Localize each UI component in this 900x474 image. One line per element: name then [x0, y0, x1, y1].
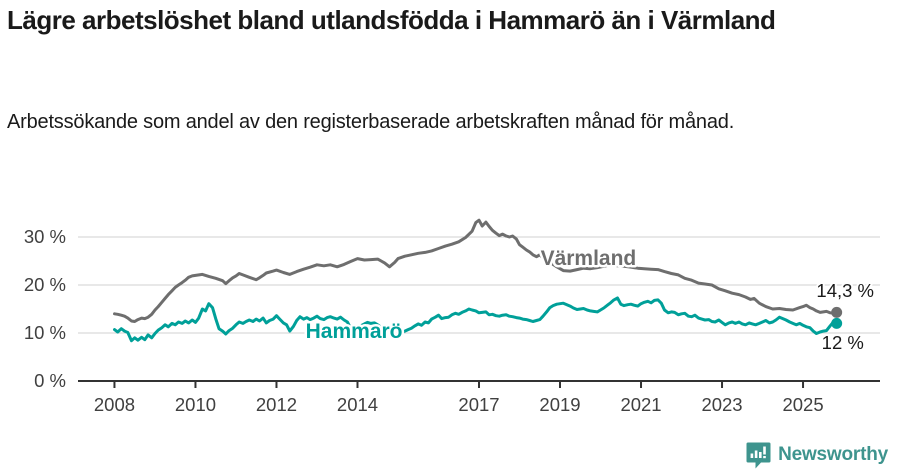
x-tick-label: 2017: [458, 394, 499, 415]
series-label-vrmland: Värmland: [541, 247, 637, 270]
end-value-label-vrmland: 14,3 %: [816, 280, 874, 301]
page-title: Lägre arbetslöshet bland utlandsfödda i …: [7, 5, 776, 35]
bar-chart-speech-bubble-icon: [746, 442, 771, 468]
x-tick-label: 2023: [701, 394, 742, 415]
end-value-label-hammar: 12 %: [822, 332, 864, 353]
series-line-hammar: [113, 296, 839, 343]
x-tick-label: 2019: [539, 394, 580, 415]
newsworthy-logo: Newsworthy: [746, 441, 888, 469]
y-tick-label: 0 %: [34, 370, 66, 391]
x-tick-label: 2010: [175, 394, 216, 415]
series-label-hammar: Hammarö: [306, 320, 403, 343]
y-tick-label: 30 %: [24, 226, 66, 247]
series-line-vrmland: [113, 218, 839, 323]
x-tick-label: 2008: [94, 394, 135, 415]
newsworthy-wordmark: Newsworthy: [778, 444, 888, 465]
end-dot-hammar: [831, 317, 843, 329]
x-tick-label: 2025: [782, 394, 823, 415]
y-tick-label: 10 %: [24, 322, 66, 343]
x-tick-label: 2012: [256, 394, 297, 415]
x-tick-label: 2021: [620, 394, 661, 415]
x-tick-label: 2014: [337, 394, 378, 415]
y-tick-label: 20 %: [24, 274, 66, 295]
end-dot-vrmland: [831, 306, 843, 318]
chart-subtitle: Arbetssökande som andel av den registerb…: [7, 111, 735, 133]
